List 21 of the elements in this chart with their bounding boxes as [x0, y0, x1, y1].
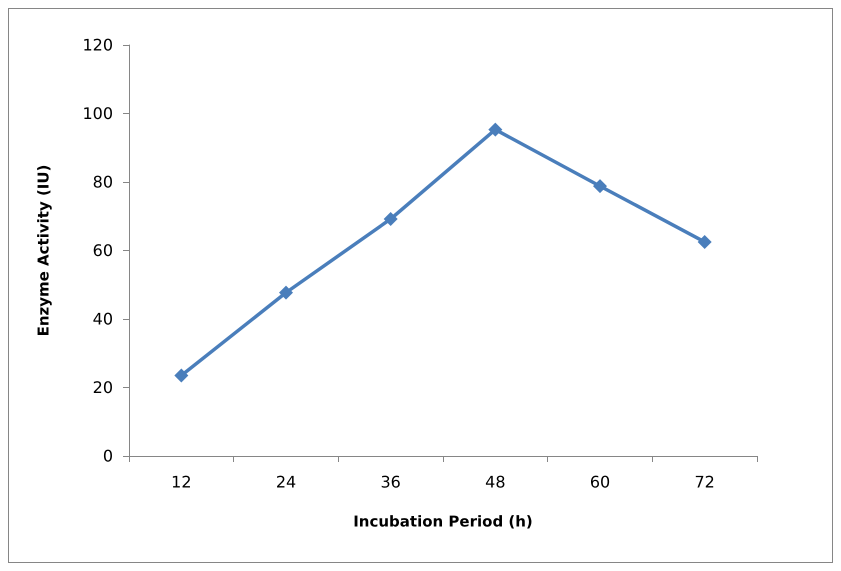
x-tick-label: 24 [276, 472, 296, 492]
point [174, 368, 188, 383]
y-tick-label: 20 [92, 378, 113, 397]
y-axis-title: Enzyme Activity (IU) [34, 164, 52, 336]
x-tick-label: 60 [590, 472, 610, 492]
point [593, 179, 607, 194]
y-tick-label: 40 [92, 310, 113, 328]
x-tick-label: 36 [380, 472, 401, 492]
y-tick-label: 60 [92, 241, 113, 260]
y-tick-label: 0 [102, 446, 113, 466]
y-tick-label: 100 [82, 104, 113, 123]
y-tick-label: 120 [82, 36, 113, 54]
x-axis-title: Incubation Period (h) [353, 512, 533, 530]
point [279, 286, 293, 300]
x-tick-label: 72 [694, 472, 715, 492]
x-tick-label: 12 [171, 472, 192, 492]
point [488, 122, 502, 137]
point [698, 234, 712, 249]
x-tick-label: 48 [485, 472, 506, 492]
point [384, 212, 398, 226]
y-tick-label: 80 [92, 172, 113, 192]
